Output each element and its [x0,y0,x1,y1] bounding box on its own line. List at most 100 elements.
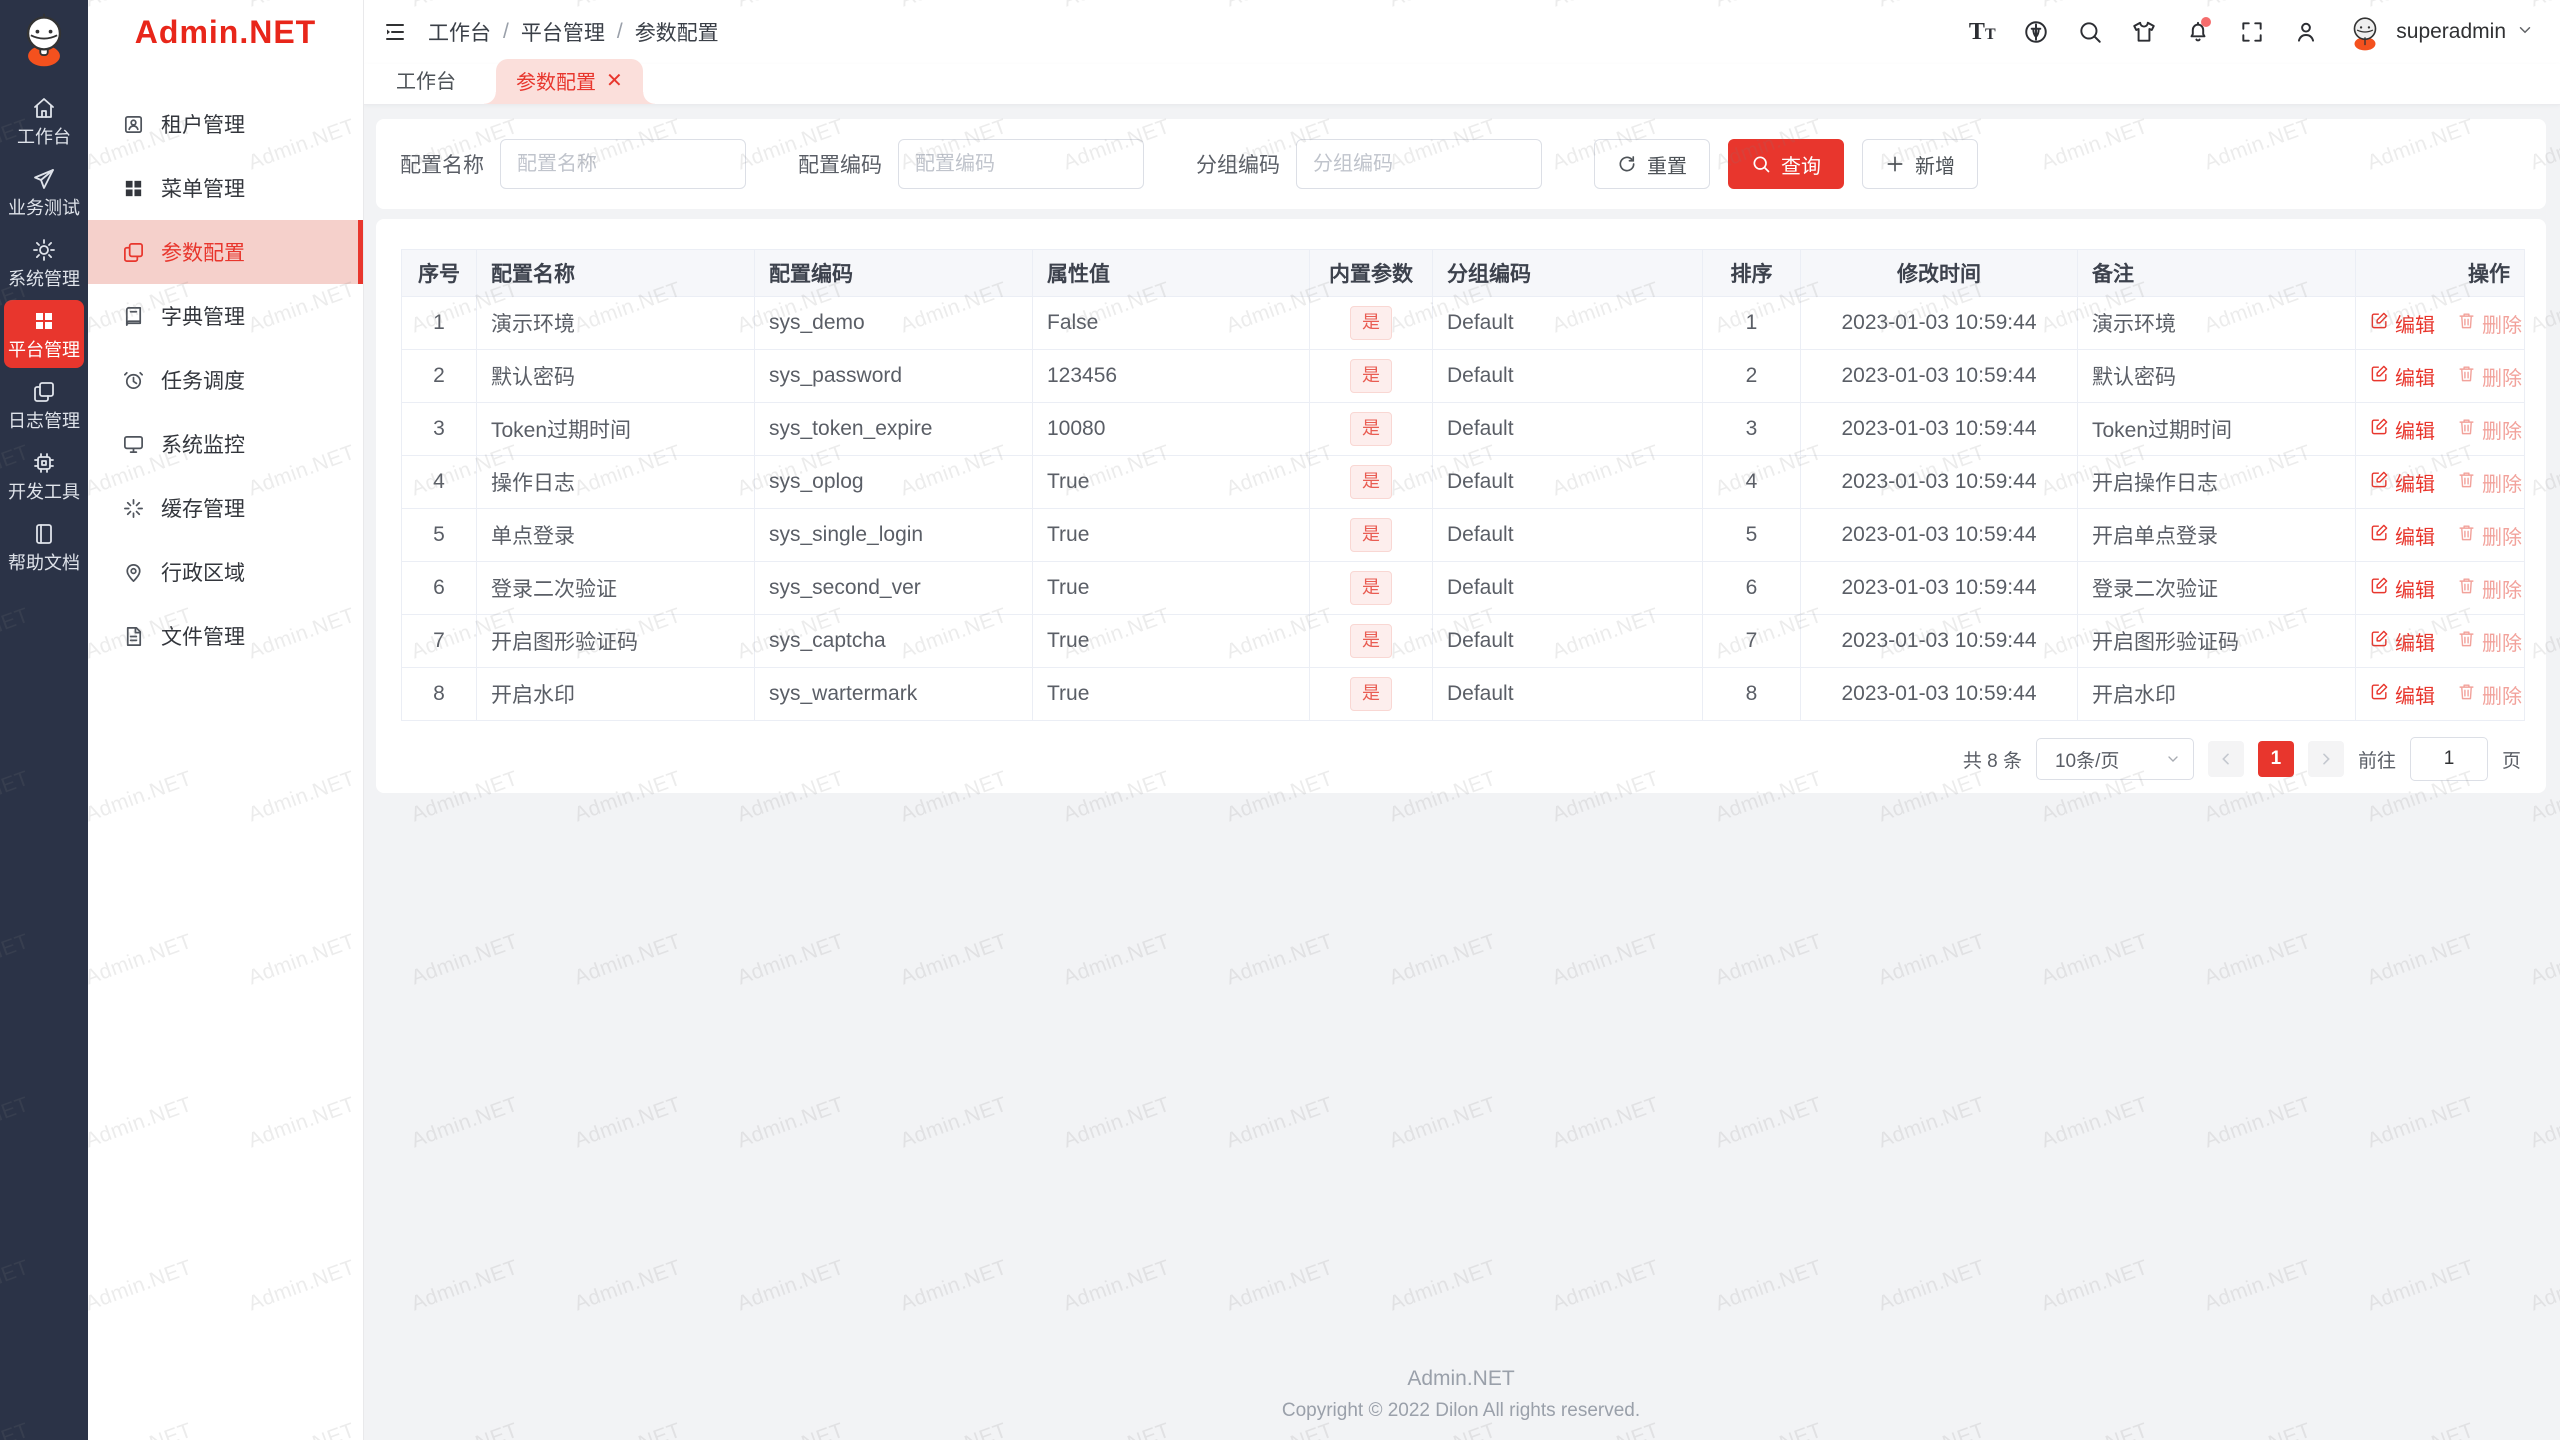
tab-1[interactable]: 工作台 [390,65,462,104]
total-count-label: 共 8 条 [1962,750,2022,772]
rail-item-1[interactable]: 工作台 [4,87,84,155]
cell-name: 默认密码 [476,349,755,403]
rail-item-4[interactable]: 平台管理 [4,300,84,368]
file-icon [122,625,145,648]
cell-time: 2023-01-03 10:59:44 [1800,296,2078,350]
user-menu[interactable]: superadmin [2344,11,2534,53]
sidebar-item-1[interactable]: 租户管理 [88,92,363,156]
delete-button-label: 删除 [2482,632,2522,655]
cell-sort: 3 [1702,402,1801,456]
search-panel: 配置名称 配置编码 分组编码 重置 查询 新增 [376,119,2546,209]
sidebar-item-label: 任务调度 [161,370,245,393]
sidebar-item-9[interactable]: 文件管理 [88,604,363,668]
table-row-3: 3 Token过期时间 sys_token_expire 10080 是 Default 3… [401,402,2525,456]
rail-item-label: 平台管理 [8,340,80,360]
current-page-button[interactable]: 1 [2257,741,2294,777]
delete-button[interactable]: 删除 [2457,415,2522,444]
user-icon[interactable] [2284,12,2328,52]
edit-button-label: 编辑 [2395,685,2435,708]
cell-sort: 7 [1702,614,1801,668]
search-field-input-1[interactable] [500,139,746,189]
rail-item-label: 帮助文档 [8,553,80,573]
breadcrumb-platform[interactable]: 平台管理 [520,22,605,45]
edit-button[interactable]: 编辑 [2370,415,2435,444]
edit-button[interactable]: 编辑 [2370,521,2435,550]
delete-button[interactable]: 删除 [2457,574,2522,603]
delete-button[interactable]: 删除 [2457,468,2522,497]
app-logo[interactable] [14,10,74,70]
sidebar-item-7[interactable]: 缓存管理 [88,476,363,540]
cell-time: 2023-01-03 10:59:44 [1800,667,2078,721]
table-panel: 序号 配置名称 配置编码 属性值 内置参数 分组编码 排序 修改时间 备注 操作 1 演示环境 sys… [376,219,2546,793]
reset-button[interactable]: 重置 [1594,139,1710,189]
cell-sort: 2 [1702,349,1801,403]
edit-button[interactable]: 编辑 [2370,468,2435,497]
search-field-input-2[interactable] [898,139,1144,189]
rail-item-6[interactable]: 开发工具 [4,442,84,510]
search-field-label: 分组编码 [1196,154,1280,177]
cell-name: 登录二次验证 [476,561,755,615]
delete-button-label: 删除 [2482,685,2522,708]
query-button-label: 查询 [1781,155,1821,178]
add-button[interactable]: 新增 [1862,139,1978,189]
notification-badge [2201,17,2212,27]
send-icon [4,167,84,193]
fullscreen-icon[interactable] [2230,12,2274,52]
cell-group: Default [1432,667,1703,721]
sidebar-item-6[interactable]: 系统监控 [88,412,363,476]
sidebar-item-label: 菜单管理 [161,178,245,201]
cell-sort: 5 [1702,508,1801,562]
delete-button[interactable]: 删除 [2457,309,2522,338]
rail-item-5[interactable]: 日志管理 [4,371,84,439]
rail-item-2[interactable]: 业务测试 [4,158,84,226]
dict-icon [122,305,145,328]
sidebar-item-4[interactable]: 字典管理 [88,284,363,348]
query-button[interactable]: 查询 [1728,139,1844,189]
content-area: 配置名称配置编码分组编码 重置 查询 新增 [364,105,2560,1440]
search-icon[interactable] [2068,12,2112,52]
cell-value: 123456 [1032,349,1310,403]
cell-time: 2023-01-03 10:59:44 [1800,561,2078,615]
goto-page-input[interactable] [2409,737,2488,781]
prev-page-button[interactable] [2207,741,2244,777]
delete-button[interactable]: 删除 [2457,627,2522,656]
cell-code: sys_second_ver [754,561,1033,615]
edit-button-label: 编辑 [2395,579,2435,602]
column-header-7: 排序 [1702,249,1801,297]
search-field-2: 配置编码 [798,139,1144,189]
sidebar-fold-icon[interactable] [380,17,410,47]
edit-button[interactable]: 编辑 [2370,362,2435,391]
font-size-icon[interactable]: TT [1960,12,2004,52]
cell-remark: 登录二次验证 [2077,561,2356,615]
edit-button[interactable]: 编辑 [2370,680,2435,709]
cell-value: True [1032,455,1310,509]
delete-button[interactable]: 删除 [2457,521,2522,550]
next-page-button[interactable] [2307,741,2344,777]
sidebar-item-5[interactable]: 任务调度 [88,348,363,412]
cell-code: sys_captcha [754,614,1033,668]
delete-button[interactable]: 删除 [2457,680,2522,709]
rail-item-7[interactable]: 帮助文档 [4,513,84,581]
theme-shirt-icon[interactable] [2122,12,2166,52]
tab-2[interactable]: 参数配置 ✕ [484,59,655,104]
edit-button[interactable]: 编辑 [2370,309,2435,338]
sidebar-item-3[interactable]: 参数配置 [88,220,363,284]
main-area: 工作台 / 平台管理 / 参数配置 TT [364,0,2560,1440]
rail-item-3[interactable]: 系统管理 [4,229,84,297]
search-field-3: 分组编码 [1196,139,1542,189]
search-field-input-3[interactable] [1296,139,1542,189]
edit-button[interactable]: 编辑 [2370,627,2435,656]
tab-close-icon[interactable]: ✕ [606,69,623,92]
bell-icon[interactable] [2176,12,2220,52]
sidebar-item-2[interactable]: 菜单管理 [88,156,363,220]
edit-button[interactable]: 编辑 [2370,574,2435,603]
sidebar-app-title: Admin.NET [134,14,317,50]
gear-icon [4,238,84,264]
page-size-select[interactable]: 10条/页 [2035,738,2194,780]
cell-group: Default [1432,296,1703,350]
sidebar-item-8[interactable]: 行政区域 [88,540,363,604]
breadcrumb-workbench[interactable]: 工作台 [428,22,491,45]
language-icon[interactable] [2014,12,2058,52]
delete-button[interactable]: 删除 [2457,362,2522,391]
column-header-6: 分组编码 [1432,249,1703,297]
